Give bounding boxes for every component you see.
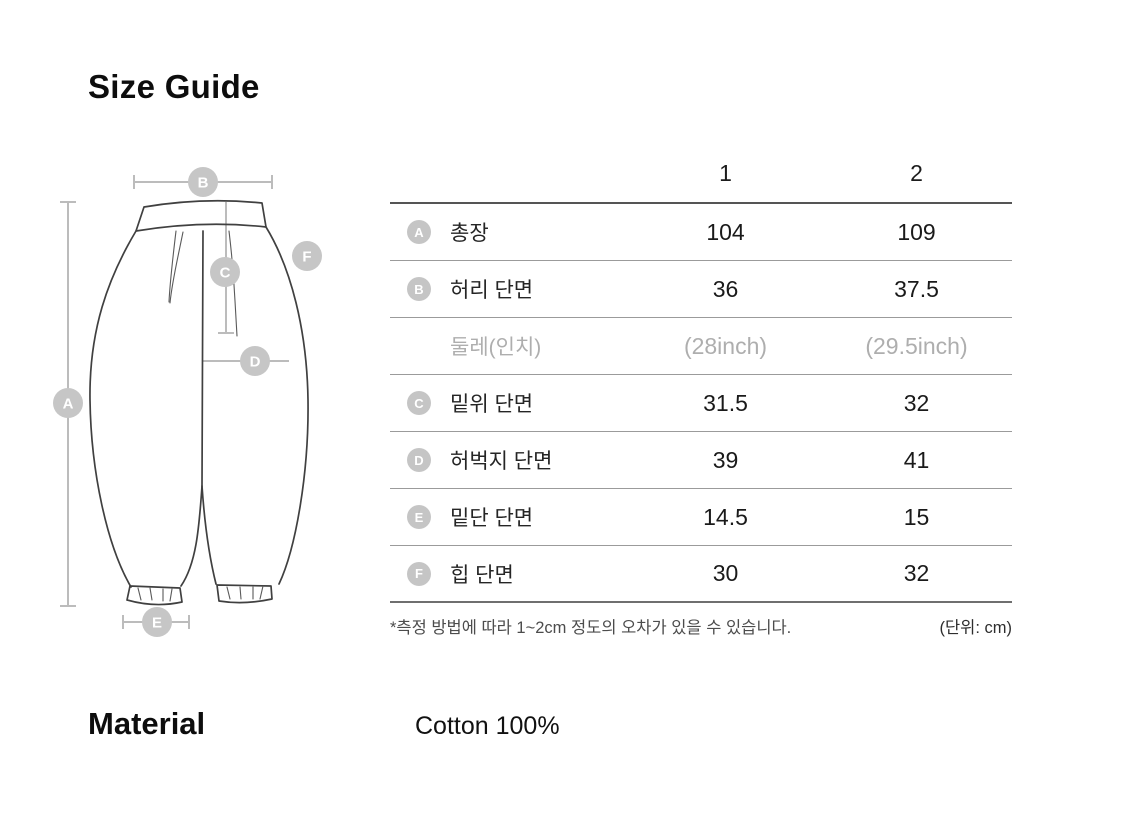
row-badge: F (407, 561, 431, 586)
row-value-1: 104 (706, 218, 745, 245)
row-value-2: 32 (903, 560, 930, 586)
row-badge: C (407, 391, 431, 415)
badge-d-circle (240, 346, 270, 376)
measurement-disclaimer: *측정 방법에 따라 1~2cm 정도의 오차가 있을 수 있습니다. (390, 619, 792, 637)
row-label-cell: A 총장 (390, 217, 630, 247)
row-label: 총장 (450, 222, 489, 245)
row-label-cell: D 허벅지 단면 (390, 445, 630, 475)
row-label: 힙 단면 (450, 563, 514, 587)
badge-b-circle (188, 167, 218, 197)
table-row-hem: E 밑단 단면 14.5 15 (390, 489, 1012, 546)
row-value-2: 37.5 (894, 275, 939, 302)
row-value-1: 39 (712, 446, 739, 473)
row-label-cell: 둘레(인치) (390, 331, 630, 361)
row-badge: D (407, 448, 431, 472)
column-header-size-2: 2 (910, 160, 923, 186)
row-label: 허리 단면 (450, 279, 534, 302)
row-value-2: (29.5inch) (865, 332, 968, 359)
row-value-1: 30 (712, 560, 739, 586)
row-value-1: 14.5 (703, 503, 748, 530)
table-footnote: *측정 방법에 따라 1~2cm 정도의 오차가 있을 수 있습니다. (단위:… (390, 614, 1012, 638)
row-value-1: 31.5 (703, 389, 748, 416)
material-value: Cotton 100% (415, 712, 560, 740)
badge-f-letter: F (302, 249, 311, 266)
row-value-2: 109 (897, 218, 936, 245)
row-label-cell: C 밑위 단면 (390, 388, 630, 418)
row-label-cell: B 허리 단면 (390, 274, 630, 304)
diagram-badges: A B C D E F (53, 167, 322, 637)
row-label-cell: E 밑단 단면 (390, 502, 630, 532)
size-table-header: 1 2 (390, 145, 1012, 202)
row-label: 밑단 단면 (450, 507, 534, 530)
row-label-cell: F 힙 단면 (390, 559, 630, 589)
pants-diagram: A B C D E F (20, 150, 370, 660)
unit-note: (단위: cm) (939, 619, 1012, 637)
row-badge: A (407, 220, 431, 244)
material-title: Material (88, 706, 206, 741)
row-value-1: (28inch) (683, 332, 768, 359)
row-label: 허벅지 단면 (450, 450, 553, 473)
badge-b-letter: B (198, 175, 209, 192)
badge-e-circle (142, 607, 172, 637)
row-badge: E (407, 505, 431, 529)
row-value-2: 15 (903, 503, 930, 530)
table-row-thigh: D 허벅지 단면 39 41 (390, 432, 1012, 489)
row-value-2: 41 (903, 446, 930, 473)
size-table-body: A 총장 104 109 B 허리 단면 36 37.5 둘레(인치) (390, 202, 1012, 603)
badge-a-letter: A (63, 396, 74, 413)
size-table: 1 2 A 총장 104 109 B 허리 단면 36 37.5 (390, 145, 1012, 603)
badge-c-circle (210, 257, 240, 287)
row-label: 둘레(인치) (450, 336, 542, 359)
table-row-total-length: A 총장 104 109 (390, 204, 1012, 261)
badge-f-circle (292, 241, 322, 271)
row-label: 밑위 단면 (450, 393, 534, 416)
row-value-1: 36 (712, 275, 739, 302)
badge-a-circle (53, 388, 83, 418)
table-row-hip: F 힙 단면 30 32 (390, 546, 1012, 603)
row-badge: B (407, 277, 431, 301)
badge-c-letter: C (220, 265, 231, 282)
page-title: Size Guide (88, 68, 260, 105)
pants-diagram-svg: A B C D E F (53, 167, 322, 637)
badge-d-letter: D (250, 354, 261, 371)
badge-e-letter: E (152, 615, 162, 632)
pants-outline (89, 199, 309, 606)
table-row-waist-inches: 둘레(인치) (28inch) (29.5inch) (390, 318, 1012, 375)
column-header-size-1: 1 (719, 160, 732, 186)
row-value-2: 32 (903, 389, 930, 416)
table-row-waist: B 허리 단면 36 37.5 (390, 261, 1012, 318)
table-row-rise: C 밑위 단면 31.5 32 (390, 375, 1012, 432)
